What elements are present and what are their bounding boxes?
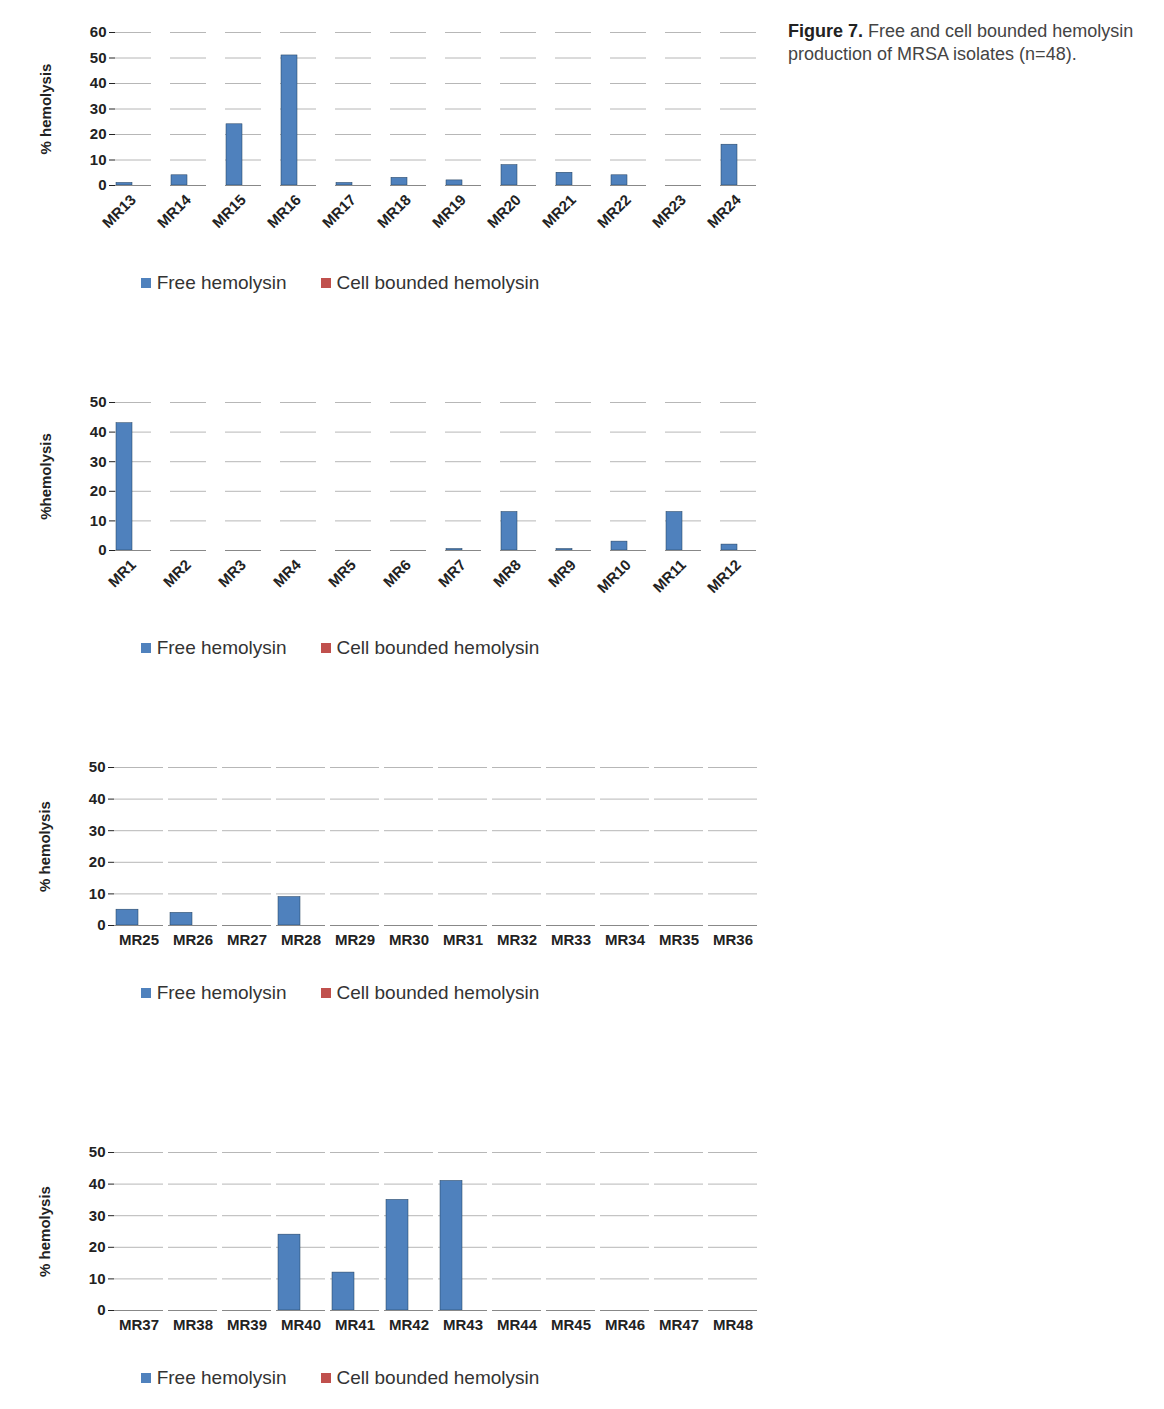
- svg-text:% hemolysis: % hemolysis: [36, 1186, 53, 1277]
- html-text:Figure 7. Free and cell bounde: Figure 7. Free and cell bounded hemolysi…: [788, 21, 1134, 65]
- svg-text:MR47: MR47: [659, 1316, 699, 1333]
- svg-text:40: 40: [90, 74, 107, 91]
- svg-text:40: 40: [89, 1175, 106, 1192]
- svg-text:MR42: MR42: [389, 1316, 429, 1333]
- html-text:Cell bounded hemolysin: Cell bounded hemolysin: [336, 982, 540, 1003]
- svg-text:20: 20: [90, 482, 107, 499]
- svg-text:60: 60: [90, 23, 107, 40]
- svg-text:0: 0: [97, 916, 105, 933]
- svg-text:MR10: MR10: [594, 556, 634, 596]
- svg-text:MR33: MR33: [551, 931, 591, 948]
- html-text:Free hemolysin: Free hemolysin: [156, 272, 287, 293]
- svg-text:MR7: MR7: [435, 556, 469, 590]
- svg-text:MR26: MR26: [173, 931, 213, 948]
- svg-text:30: 30: [89, 822, 106, 839]
- svg-text:40: 40: [89, 790, 106, 807]
- svg-text:50: 50: [90, 393, 107, 410]
- svg-text:20: 20: [89, 853, 106, 870]
- svg-text:MR28: MR28: [281, 931, 321, 948]
- svg-text:MR19: MR19: [429, 191, 469, 231]
- svg-text:10: 10: [90, 151, 107, 168]
- svg-text:MR9: MR9: [545, 556, 579, 590]
- svg-text:0: 0: [98, 176, 106, 193]
- svg-text:30: 30: [90, 100, 107, 117]
- svg-text:MR24: MR24: [704, 190, 745, 231]
- svg-text:MR13: MR13: [99, 191, 139, 231]
- svg-text:MR14: MR14: [154, 190, 195, 231]
- svg-text:MR36: MR36: [713, 931, 753, 948]
- html-text:Free hemolysin: Free hemolysin: [156, 1367, 287, 1388]
- svg-text:%hemolysis: %hemolysis: [37, 433, 54, 520]
- svg-text:MR18: MR18: [374, 191, 414, 231]
- svg-text:% hemolysis: % hemolysis: [37, 64, 54, 155]
- svg-text:MR32: MR32: [497, 931, 537, 948]
- html-text:Cell bounded hemolysin: Cell bounded hemolysin: [336, 272, 540, 293]
- svg-text:MR6: MR6: [380, 556, 414, 590]
- svg-text:MR44: MR44: [497, 1316, 538, 1333]
- svg-text:MR46: MR46: [605, 1316, 645, 1333]
- svg-text:MR39: MR39: [227, 1316, 267, 1333]
- svg-text:MR38: MR38: [173, 1316, 213, 1333]
- svg-text:MR48: MR48: [713, 1316, 753, 1333]
- svg-text:MR15: MR15: [209, 191, 249, 231]
- svg-text:40: 40: [90, 423, 107, 440]
- html-text:Cell bounded hemolysin: Cell bounded hemolysin: [336, 637, 540, 658]
- svg-text:MR3: MR3: [215, 556, 249, 590]
- svg-text:MR29: MR29: [335, 931, 375, 948]
- svg-text:MR20: MR20: [484, 191, 524, 231]
- html-text:Free hemolysin: Free hemolysin: [156, 982, 287, 1003]
- svg-text:MR35: MR35: [659, 931, 699, 948]
- html-text:Free hemolysin: Free hemolysin: [156, 637, 287, 658]
- svg-text:MR41: MR41: [335, 1316, 375, 1333]
- html-text:Cell bounded hemolysin: Cell bounded hemolysin: [336, 1367, 540, 1388]
- svg-text:MR43: MR43: [443, 1316, 483, 1333]
- svg-text:0: 0: [97, 1301, 105, 1318]
- svg-text:MR5: MR5: [325, 556, 359, 590]
- svg-text:MR40: MR40: [281, 1316, 321, 1333]
- svg-text:MR45: MR45: [551, 1316, 591, 1333]
- svg-text:10: 10: [89, 885, 106, 902]
- svg-text:MR27: MR27: [227, 931, 267, 948]
- svg-text:10: 10: [89, 1270, 106, 1287]
- svg-text:50: 50: [89, 758, 106, 775]
- svg-text:MR16: MR16: [264, 191, 304, 231]
- svg-text:MR1: MR1: [105, 556, 139, 590]
- svg-text:MR17: MR17: [319, 191, 359, 231]
- svg-text:30: 30: [89, 1207, 106, 1224]
- svg-text:% hemolysis: % hemolysis: [36, 801, 53, 892]
- svg-text:MR8: MR8: [490, 556, 524, 590]
- svg-text:MR22: MR22: [594, 191, 634, 231]
- svg-text:10: 10: [90, 512, 107, 529]
- svg-text:20: 20: [89, 1238, 106, 1255]
- svg-text:MR37: MR37: [119, 1316, 159, 1333]
- svg-text:MR11: MR11: [649, 556, 689, 596]
- svg-text:MR23: MR23: [649, 191, 689, 231]
- svg-text:MR34: MR34: [605, 931, 646, 948]
- svg-text:30: 30: [90, 453, 107, 470]
- svg-text:MR31: MR31: [443, 931, 483, 948]
- svg-text:MR4: MR4: [270, 555, 305, 590]
- svg-text:MR2: MR2: [160, 556, 194, 590]
- svg-text:MR21: MR21: [539, 191, 579, 231]
- svg-text:20: 20: [90, 125, 107, 142]
- svg-text:MR25: MR25: [119, 931, 159, 948]
- svg-text:50: 50: [89, 1143, 106, 1160]
- svg-text:50: 50: [90, 49, 107, 66]
- svg-text:0: 0: [98, 541, 106, 558]
- svg-text:MR30: MR30: [389, 931, 429, 948]
- svg-text:MR12: MR12: [704, 556, 744, 596]
